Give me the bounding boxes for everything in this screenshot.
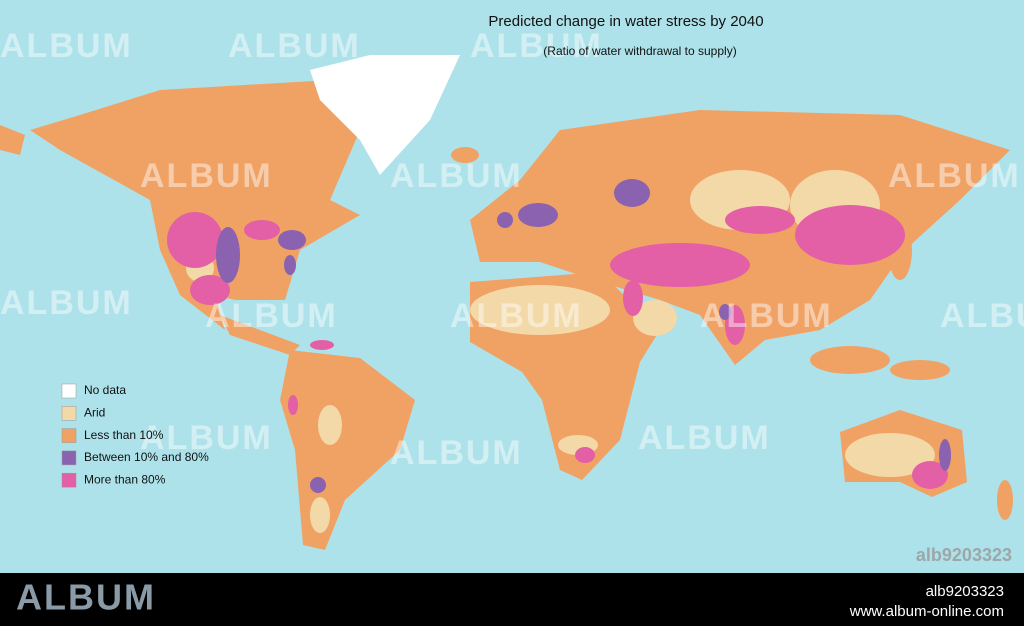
legend: No data Arid Less than 10% Between 10% and …	[61, 383, 209, 488]
watermark: ALBUM	[0, 284, 133, 322]
watermark: ALBUM	[888, 157, 1021, 195]
watermark: ALBUM	[638, 419, 771, 457]
arid-areas	[186, 170, 935, 533]
legend-label: More than 80%	[84, 472, 166, 486]
legend-swatch	[61, 472, 77, 488]
watermark: ALBUM	[390, 434, 523, 472]
legend-label: Less than 10%	[84, 428, 164, 442]
stress-medium	[216, 179, 951, 493]
watermark: ALBUM	[470, 27, 603, 65]
watermark: ALBUM	[140, 419, 273, 457]
watermark: ALBUM	[390, 157, 523, 195]
watermark: ALBUM	[205, 297, 338, 335]
image-id: alb9203323	[916, 545, 1012, 565]
legend-label: Arid	[84, 405, 105, 419]
legend-swatch	[61, 383, 77, 399]
map-subtitle: (Ratio of water withdrawal to supply)	[543, 44, 736, 58]
legend-swatch	[61, 450, 77, 466]
footer-bar	[0, 573, 1024, 626]
legend-swatch	[61, 428, 77, 443]
legend-label: Between 10% and 80%	[84, 450, 209, 464]
footer-url: www.album-online.com	[849, 603, 1004, 620]
watermark: ALBUM	[0, 27, 133, 65]
legend-label: No data	[84, 383, 126, 397]
watermark: ALBUM	[940, 297, 1024, 335]
watermark: ALBUM	[228, 27, 361, 65]
watermark: ALBUM	[700, 297, 833, 335]
map-title: Predicted change in water stress by 2040	[488, 13, 763, 30]
footer-brand: ALBUM	[16, 577, 156, 618]
greenland-no-data	[310, 55, 460, 175]
footer-id: alb9203323	[926, 583, 1004, 600]
watermark: ALBUM	[450, 297, 583, 335]
legend-swatch	[61, 406, 77, 421]
watermark: ALBUM	[140, 157, 273, 195]
watermarks: ALBUM ALBUM ALBUM ALBUM ALBUM ALBUM ALBU…	[0, 27, 1024, 472]
stress-high	[167, 205, 948, 489]
